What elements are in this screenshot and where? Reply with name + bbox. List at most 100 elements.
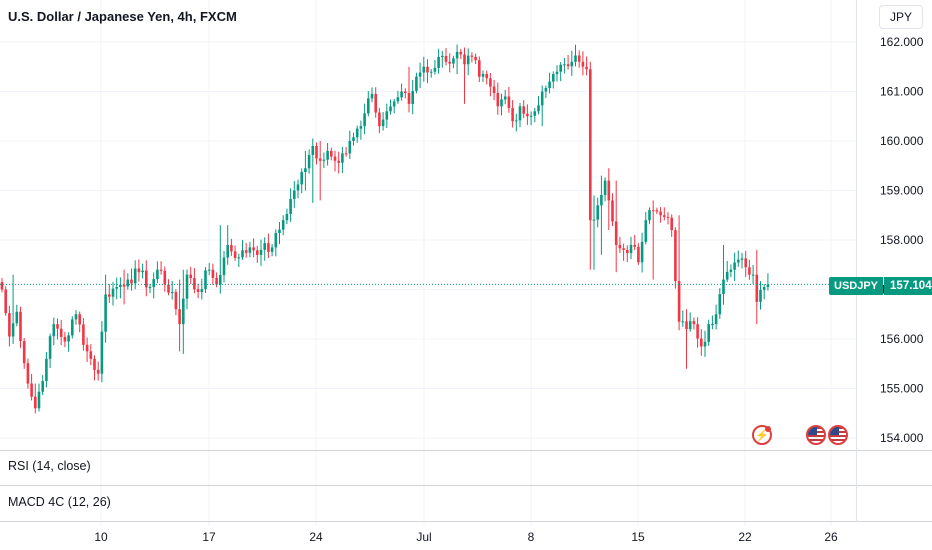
candle-body (463, 54, 466, 65)
candle-body (178, 309, 181, 325)
candle-body (585, 66, 588, 70)
candle-body (289, 198, 292, 214)
candle-body (222, 257, 226, 276)
candle-body (108, 294, 111, 297)
candle-body (219, 275, 222, 285)
candle-body (41, 381, 44, 392)
us-flag-icon[interactable] (828, 425, 848, 445)
lightning-icon[interactable]: ⚡ (752, 425, 772, 445)
candle-body (548, 81, 551, 89)
candle-body (400, 91, 403, 98)
us-flag-icon[interactable] (806, 425, 826, 445)
candle-body (159, 269, 163, 271)
candle-body (115, 287, 118, 289)
candle-body (337, 160, 340, 163)
candle-body (581, 61, 585, 67)
rsi-pane-label[interactable]: RSI (14, close) (8, 459, 91, 473)
candle-body (574, 55, 577, 62)
candle-body (651, 210, 655, 212)
currency-button[interactable]: JPY (879, 5, 923, 29)
candle-body (104, 294, 107, 332)
x-tick-label: 8 (528, 530, 535, 544)
y-tick-label: 154.000 (880, 431, 924, 445)
candle-body (470, 55, 474, 57)
candle-body (559, 64, 562, 72)
candle-body (592, 219, 596, 221)
candle-body (711, 323, 714, 325)
candle-body (34, 396, 37, 409)
candle-body (537, 105, 540, 112)
candle-body (341, 153, 344, 163)
candle-body (196, 289, 200, 292)
candle-body (478, 60, 481, 77)
candle-body (145, 270, 148, 288)
candle-body (126, 279, 130, 287)
candle-body (533, 111, 537, 116)
candle-body (263, 243, 266, 250)
candle-body (455, 51, 459, 59)
candle-body (133, 268, 137, 284)
candle-body (762, 287, 766, 290)
candle-body (244, 250, 248, 253)
candle-body (677, 281, 681, 322)
candle-body (685, 321, 688, 330)
candle-body (189, 274, 192, 279)
x-tick-label: 10 (94, 530, 108, 544)
candle-body (22, 341, 26, 364)
candle-body (4, 289, 7, 314)
candle-body (385, 111, 389, 120)
candle-body (448, 61, 451, 64)
candle-body (185, 274, 189, 299)
candle-body (19, 311, 22, 342)
candle-body (626, 249, 629, 254)
macd-pane-label[interactable]: MACD 4C (12, 26) (8, 495, 111, 509)
candle-body (156, 269, 159, 280)
candle-body (367, 98, 370, 114)
candle-body (100, 331, 104, 374)
candle-body (759, 289, 762, 302)
y-tick-label: 160.000 (880, 134, 924, 148)
candle-body (629, 244, 633, 254)
candle-body (45, 358, 48, 382)
candle-body (355, 128, 359, 138)
candle-body (170, 291, 174, 293)
candle-body (707, 324, 710, 342)
candle-body (485, 74, 488, 79)
candle-body (611, 200, 614, 222)
candle-body (311, 145, 315, 155)
x-tick-label: 15 (631, 530, 645, 544)
candle-body (718, 294, 722, 315)
candle-body (577, 55, 581, 62)
candle-body (737, 259, 740, 263)
candle-body (540, 91, 544, 106)
candle-body (296, 184, 300, 191)
candle-body (119, 284, 122, 288)
last-price-badge: USDJPY 157.104 (829, 277, 932, 295)
candle-body (729, 269, 733, 272)
candle-body (570, 61, 574, 67)
candle-body (167, 284, 170, 293)
candle-body (148, 287, 152, 289)
candle-body (522, 106, 525, 114)
candle-body (174, 291, 178, 310)
candle-body (607, 180, 611, 201)
candle-body (622, 248, 625, 250)
candle-body (637, 246, 640, 263)
candle-body (8, 313, 11, 337)
candle-body (670, 217, 673, 231)
candle-body (422, 66, 426, 73)
candle-body (492, 86, 496, 94)
candle-body (48, 336, 52, 359)
candle-body (96, 369, 100, 374)
candle-body (0, 282, 4, 290)
candle-body (193, 278, 196, 290)
chart-title: U.S. Dollar / Japanese Yen, 4h, FXCM (8, 9, 237, 24)
candle-body (411, 90, 414, 104)
candle-body (744, 258, 747, 268)
candle-body (63, 336, 67, 342)
candle-body (526, 113, 529, 117)
candle-body (437, 56, 440, 68)
candle-body (740, 258, 744, 260)
candle-body (640, 241, 644, 263)
